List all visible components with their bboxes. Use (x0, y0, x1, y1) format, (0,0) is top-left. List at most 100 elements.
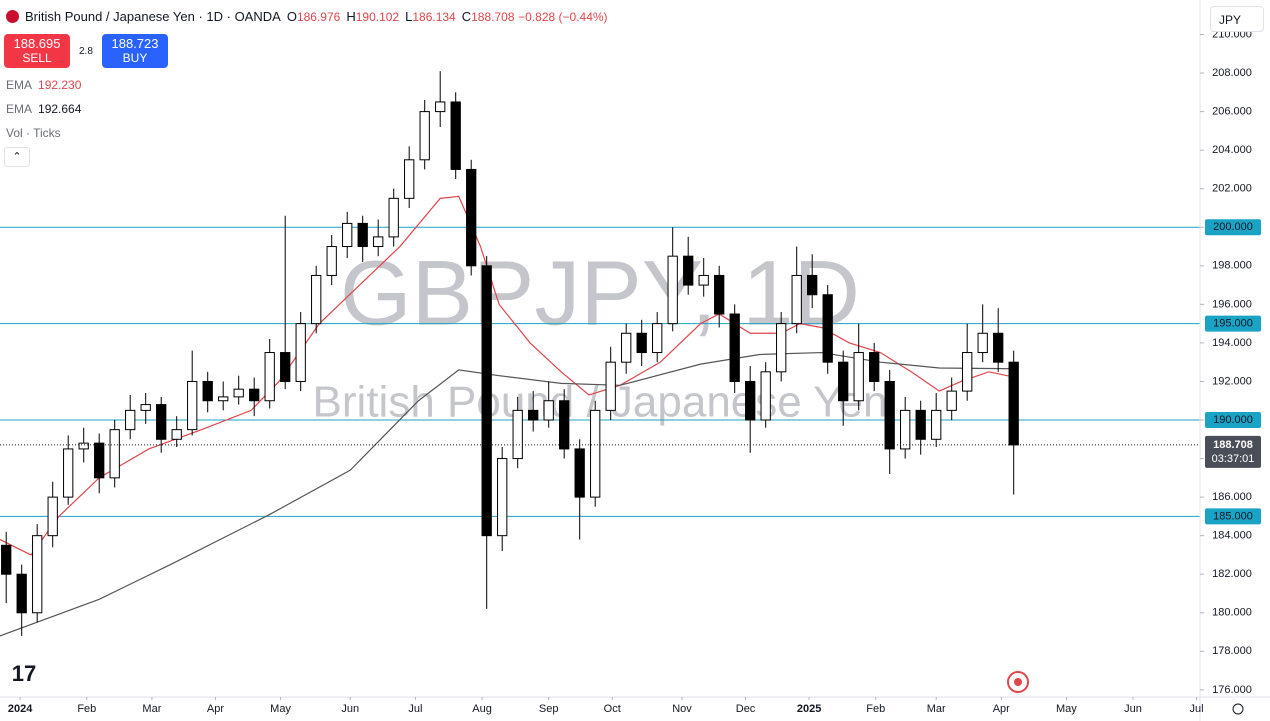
candle-body (78, 442, 89, 450)
indicator[interactable]: EMA 192.664 (6, 102, 81, 116)
ohlc-value: 186.976 (296, 10, 341, 24)
y-tick-label: 206.000 (1212, 106, 1252, 118)
candle-body (543, 400, 554, 421)
x-tick-label: Feb (77, 703, 96, 715)
candle-body (249, 388, 260, 402)
candle-body (16, 573, 27, 614)
candle-body (869, 352, 880, 382)
candle-body (683, 255, 694, 286)
candle-body (636, 332, 647, 354)
candle-body (714, 274, 725, 315)
y-tick-label: 196.000 (1212, 298, 1252, 310)
candle-body (590, 409, 601, 498)
y-tick-label: 192.000 (1212, 375, 1252, 387)
candle-body (776, 323, 787, 373)
x-tick-label: Feb (866, 703, 885, 715)
x-tick-label: Aug (472, 703, 492, 715)
candle-body (63, 448, 74, 498)
x-tick-label: May (270, 703, 291, 715)
level-label: 200.000 (1213, 221, 1253, 233)
y-tick-label: 178.000 (1212, 645, 1252, 657)
x-tick-label: Jun (1124, 703, 1142, 715)
event-icon[interactable] (1007, 671, 1029, 693)
watermark-symbol: GBPJPY, 1D (340, 242, 860, 344)
y-tick-label: 194.000 (1212, 337, 1252, 349)
x-tick-label: Oct (604, 703, 621, 715)
candle-body (512, 409, 523, 460)
candle-body (698, 274, 709, 286)
candle-body (466, 168, 477, 267)
candle-body (760, 371, 771, 421)
indicator-name: EMA (6, 78, 33, 92)
level-label-box (1205, 508, 1261, 525)
candle-body (404, 159, 415, 199)
candle-body (481, 265, 492, 537)
candle-body (807, 274, 818, 296)
settings-icon[interactable] (1232, 703, 1244, 715)
x-tick-label: Dec (736, 703, 756, 715)
buy-button[interactable]: 188.723 BUY (102, 34, 168, 68)
candle-body (745, 380, 756, 421)
candle-body (900, 409, 911, 450)
candle-body (977, 332, 988, 354)
candle-body (450, 101, 461, 170)
buy-label: BUY (122, 51, 148, 65)
x-tick-label: May (1056, 703, 1077, 715)
indicator-value: 192.230 (38, 78, 82, 92)
x-tick-label: Nov (672, 703, 692, 715)
candle-body (435, 101, 446, 113)
y-tick-label: 184.000 (1212, 530, 1252, 542)
candle-body (109, 429, 120, 479)
buy-price: 188.723 (111, 36, 159, 51)
price-label-box (1205, 435, 1261, 468)
level-label: 190.000 (1213, 414, 1253, 426)
y-tick-label: 204.000 (1212, 144, 1252, 156)
candle-body (652, 323, 663, 354)
candle-body (140, 404, 151, 411)
symbol-icon (6, 10, 19, 23)
level-label: 185.000 (1213, 510, 1253, 522)
ohlc-label: H (346, 9, 356, 24)
collapse-button[interactable]: ⌃ (4, 147, 30, 167)
sell-label: SELL (22, 51, 52, 65)
change: −0.828 (−0.44%) (518, 10, 608, 24)
candle-body (280, 352, 291, 382)
candle-body (264, 352, 275, 402)
plot (0, 71, 1200, 637)
ohlc-value: 188.708 (471, 10, 515, 24)
ohlc-value: 186.134 (412, 10, 456, 24)
x-tick-label: Mar (927, 703, 946, 715)
y-tick-label: 208.000 (1212, 67, 1252, 79)
candle-body (156, 404, 167, 440)
currency: JPY (1219, 13, 1242, 27)
x-tick-label: Jul (1190, 703, 1204, 715)
indicator-value: 192.664 (38, 102, 82, 116)
ema-line (0, 195, 1014, 556)
candle-body (311, 274, 322, 325)
header: British Pound / Japanese Yen · 1D · OAND… (6, 9, 608, 24)
candle-body (884, 380, 895, 450)
y-tick-label: 202.000 (1212, 183, 1252, 195)
y-tick-label: 198.000 (1212, 260, 1252, 272)
candle-body (357, 222, 368, 248)
candle-body (559, 400, 570, 450)
ohlc-label: C (461, 9, 472, 24)
currency-select[interactable]: JPY (1210, 6, 1264, 32)
candle-body (729, 313, 740, 382)
level-label-box (1205, 315, 1261, 332)
indicator-name: EMA (6, 102, 33, 116)
sell-price: 188.695 (13, 36, 61, 51)
candle-body (822, 294, 833, 363)
symbol-title: British Pound / Japanese Yen · 1D · OAND… (25, 9, 281, 24)
x-tick-label: Jun (341, 703, 359, 715)
sell-button[interactable]: 188.695 SELL (4, 34, 70, 68)
x-tick-label: Jul (408, 703, 422, 715)
x-tick-label: Apr (993, 703, 1010, 715)
candle-body (838, 361, 849, 402)
candle-body (388, 197, 399, 238)
event-icon-dot (1014, 678, 1022, 686)
ohlc: O186.976 H190.102 L186.134 C188.708 (281, 9, 515, 24)
candle-body (419, 111, 430, 161)
volume-indicator[interactable]: Vol · Ticks (6, 126, 61, 140)
indicator[interactable]: EMA 192.230 (6, 78, 81, 92)
